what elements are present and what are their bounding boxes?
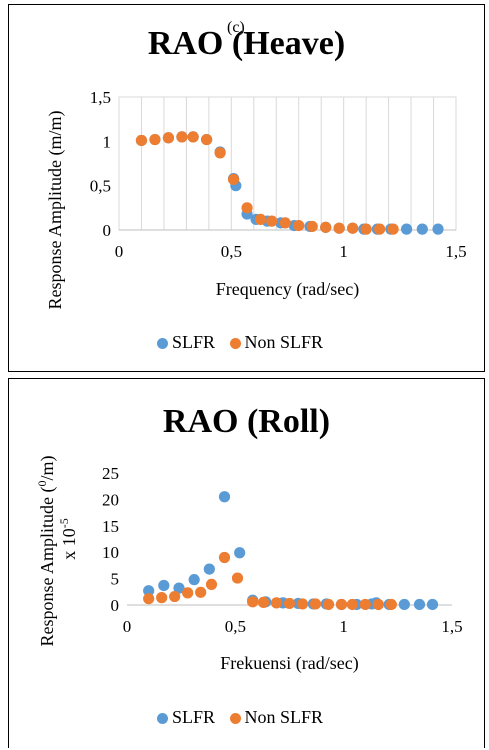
x-axis-label: Frekuensi (rad/sec) <box>220 653 358 674</box>
x-tick-label: 0,5 <box>221 242 242 261</box>
legend-label-slfr: SLFR <box>172 332 216 352</box>
y-tick-label: 10 <box>102 543 119 562</box>
data-point-slfr <box>143 585 155 597</box>
data-point-non-slfr <box>266 215 278 227</box>
data-point-non-slfr <box>205 578 218 591</box>
legend-item-non-slfr: Non SLFR <box>229 707 324 727</box>
legend-item-slfr: SLFR <box>157 707 215 727</box>
data-point-non-slfr <box>227 173 240 186</box>
data-point-non-slfr <box>176 131 188 143</box>
data-point-non-slfr <box>187 131 199 143</box>
y-axis-label: Response Amplitude (m/m) <box>45 111 66 310</box>
x-tick-label: 0,5 <box>225 617 246 636</box>
x-tick-label: 0 <box>115 242 124 261</box>
data-point-non-slfr <box>374 223 386 235</box>
data-point-non-slfr <box>218 551 231 564</box>
data-point-non-slfr <box>333 222 345 234</box>
data-point-non-slfr <box>309 598 322 610</box>
data-point-slfr <box>398 598 410 611</box>
data-point-non-slfr <box>346 598 358 611</box>
x-tick-label: 1 <box>339 617 348 636</box>
data-point-non-slfr <box>372 598 384 611</box>
data-point-slfr <box>400 223 413 235</box>
data-point-non-slfr <box>143 593 155 605</box>
data-point-slfr <box>188 574 200 586</box>
data-point-slfr <box>432 223 444 235</box>
legend-item-slfr: SLFR <box>157 332 215 352</box>
y-axis-label: Response Amplitude (0/m) <box>35 455 58 646</box>
data-point-non-slfr <box>306 220 318 233</box>
legend-marker-non-slfr <box>229 713 241 725</box>
roll-plot: 0 0,5 1 1,5 0 5 10 15 20 25 Frekuensi (rad/sec) Res… <box>35 455 463 674</box>
data-point-slfr <box>203 563 215 575</box>
legend-item-non-slfr: Non SLFR <box>229 332 324 352</box>
data-point-non-slfr <box>279 217 291 229</box>
y-tick-label: 15 <box>102 517 119 536</box>
data-point-non-slfr <box>214 147 226 159</box>
data-point-non-slfr <box>169 590 181 603</box>
data-point-non-slfr <box>149 133 161 146</box>
data-point-non-slfr <box>387 223 399 235</box>
data-point-non-slfr <box>201 133 213 146</box>
data-point-non-slfr <box>257 596 270 608</box>
data-point-non-slfr <box>360 223 372 235</box>
y-tick-label: 25 <box>102 464 119 483</box>
x-tick-label: 0 <box>123 617 132 636</box>
data-point-non-slfr <box>270 597 283 609</box>
y-tick-label: 0 <box>111 596 120 615</box>
x-tick-label: 1,5 <box>441 617 462 636</box>
data-point-non-slfr <box>241 202 253 214</box>
legend-marker-slfr <box>157 713 168 725</box>
y-axis-label-multiplier: x 10-5 <box>57 518 79 560</box>
data-point-non-slfr <box>231 572 244 584</box>
x-tick-label: 1,5 <box>445 242 466 261</box>
legend-marker-non-slfr <box>229 338 241 350</box>
data-point-non-slfr <box>335 598 348 611</box>
legend-label-non-slfr: Non SLFR <box>244 707 324 727</box>
legend-label-non-slfr: Non SLFR <box>244 332 324 352</box>
data-point-slfr <box>416 223 428 235</box>
data-point-non-slfr <box>283 597 296 610</box>
x-tick-label: 1 <box>339 242 348 261</box>
data-point-non-slfr <box>293 219 305 232</box>
data-point-non-slfr <box>182 587 194 599</box>
data-point-non-slfr <box>320 221 332 233</box>
data-point-slfr <box>218 491 231 503</box>
legend-marker-slfr <box>157 338 168 350</box>
data-point-slfr <box>158 579 170 592</box>
legend: SLFR Non SLFR <box>157 332 333 353</box>
data-point-slfr <box>413 598 426 611</box>
y-tick-label: 0,5 <box>90 177 111 196</box>
data-point-non-slfr <box>254 213 267 225</box>
legend-label-slfr: SLFR <box>172 707 216 727</box>
data-point-non-slfr <box>247 596 259 608</box>
y-tick-label: 1 <box>103 132 112 151</box>
chart-title: RAO (Roll) <box>162 403 331 440</box>
data-point-slfr <box>426 598 439 611</box>
chart-panel-heave: (c) RAO (Heave) 0 0,5 1 1,5 0 0,5 1 1,5 Frequenc… <box>8 4 485 372</box>
data-point-non-slfr <box>296 598 309 610</box>
data-point-non-slfr <box>385 598 397 611</box>
data-point-non-slfr <box>162 132 175 144</box>
y-tick-label: 0 <box>103 221 112 240</box>
x-axis-label: Frequency (rad/sec) <box>216 279 359 300</box>
data-point-non-slfr <box>135 134 148 147</box>
data-point-non-slfr <box>195 586 207 598</box>
data-point-non-slfr <box>347 222 359 234</box>
legend: SLFR Non SLFR <box>157 707 333 728</box>
y-tick-label: 20 <box>102 490 119 509</box>
data-point-slfr <box>173 582 185 594</box>
plot-area <box>118 96 457 231</box>
heave-plot: 0 0,5 1 1,5 0 0,5 1 1,5 Frequency (rad/sec) Respo… <box>45 88 467 310</box>
data-point-non-slfr <box>322 598 335 611</box>
data-point-non-slfr <box>156 592 168 604</box>
data-point-slfr <box>234 547 246 559</box>
y-tick-label: 5 <box>111 570 120 589</box>
chart-panel-roll: RAO (Roll) 0 0,5 1 1,5 0 5 10 15 20 25 Frekuensi (… <box>8 378 485 748</box>
data-point-non-slfr <box>359 598 371 611</box>
y-tick-label: 1,5 <box>90 88 111 107</box>
panel-label: (c) <box>227 19 245 36</box>
chart-title: RAO (Heave) <box>147 25 346 62</box>
